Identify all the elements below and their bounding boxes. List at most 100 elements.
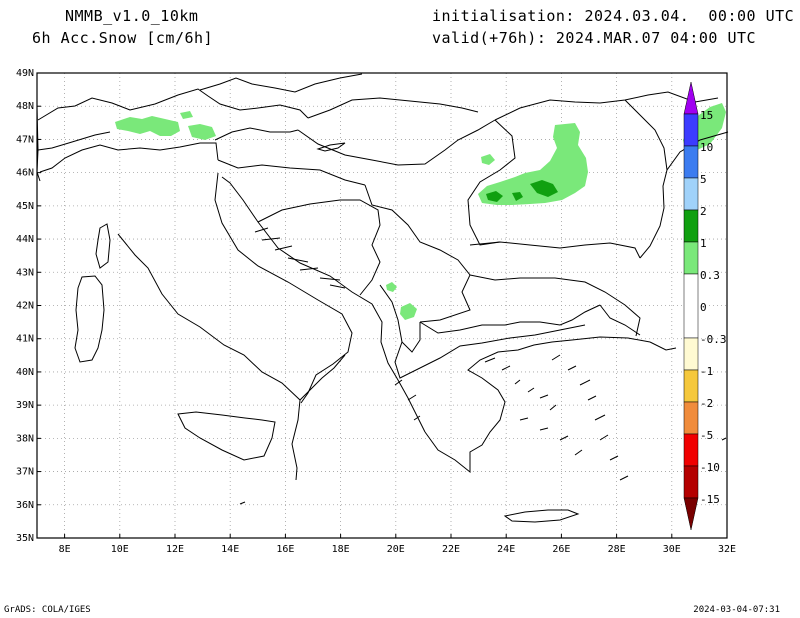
colorbar-label: 10	[700, 141, 713, 154]
latitude-tick-label: 38N	[16, 433, 34, 444]
border-croatia	[217, 159, 366, 186]
border-alps	[39, 142, 219, 173]
latitude-tick-label: 39N	[16, 400, 34, 411]
latitude-tick-label: 40N	[16, 367, 34, 378]
colorbar-segment	[683, 337, 699, 371]
longitude-tick-label: 14E	[221, 544, 239, 555]
longitude-tick-label: 10E	[111, 544, 129, 555]
lake-balaton	[316, 142, 346, 152]
longitude-tick-label: 30E	[663, 544, 681, 555]
colorbar-label: -2	[700, 397, 713, 410]
coastline-adriatic-east	[221, 176, 426, 433]
latitude-tick-label: 46N	[16, 168, 34, 179]
longitude-tick-label: 28E	[608, 544, 626, 555]
islands-aegean	[484, 354, 629, 481]
longitude-tick-label: 26E	[552, 544, 570, 555]
colorbar-label: 5	[700, 173, 707, 186]
latitude-tick-label: 47N	[16, 134, 34, 145]
coastline-italy-west	[117, 233, 301, 481]
colorbar-label: 0.3	[700, 269, 720, 282]
longitude-tick-label: 32E	[718, 544, 736, 555]
border-bosnia	[257, 199, 381, 296]
islands-dalmatia	[254, 227, 346, 289]
border-romania	[467, 119, 641, 259]
border-serbia	[364, 184, 471, 323]
latitude-tick-label: 48N	[16, 101, 34, 112]
snow-core-romania-2	[486, 191, 503, 202]
border-germany	[37, 88, 309, 121]
snow-area-alps-north	[180, 111, 193, 119]
colorbar-segment	[683, 145, 699, 179]
island-sicily	[177, 411, 276, 461]
colorbar-label: -1	[700, 365, 713, 378]
border-austria-hungary	[214, 127, 299, 141]
snow-area-romania	[478, 123, 588, 205]
island-cyprus-edge	[721, 437, 727, 441]
colorbar-label: -10	[700, 461, 720, 474]
snow-area-albania	[400, 303, 417, 320]
border-ukraine	[494, 91, 719, 121]
colorbar-label: -15	[700, 493, 720, 506]
valid-time: valid(+76h): 2024.MAR.07 04:00 UTC	[432, 29, 757, 47]
field-title: 6h Acc.Snow [cm/6h]	[32, 29, 214, 47]
colorbar-label: 15	[700, 109, 713, 122]
snow-areas	[115, 103, 726, 320]
coastline-greece	[424, 336, 651, 474]
snow-area-alps-east	[188, 124, 216, 140]
latitude-tick-label: 35N	[16, 533, 34, 544]
border-slovakia	[307, 97, 479, 119]
render-timestamp: 2024-03-04-07:31	[693, 605, 780, 615]
border-macedonia	[419, 304, 601, 334]
border-moldova	[624, 99, 668, 171]
border-czech	[199, 73, 363, 93]
latitude-tick-label: 41N	[16, 334, 34, 345]
colorbar-label: 0	[700, 301, 707, 314]
longitude-tick-label: 24E	[497, 544, 515, 555]
colorbar: 15 10 5 2 1 0.3 0 -0.3 -1 -2 -5 -10 -15	[683, 81, 727, 531]
colorbar-segment	[683, 113, 699, 147]
coastline-turkey	[649, 341, 677, 351]
longitude-tick-label: 22E	[442, 544, 460, 555]
longitude-labels: 8E 10E 12E 14E 16E 18E 20E 22E 24E 26E 28E 30E 32E	[59, 534, 736, 555]
longitude-tick-label: 16E	[276, 544, 294, 555]
coastline-italy-east	[214, 172, 353, 404]
island-malta	[239, 501, 246, 505]
island-crete	[503, 509, 580, 523]
border-hungary	[297, 119, 496, 166]
colorbar-segment	[683, 401, 699, 435]
init-time: initialisation: 2024.03.04. 00:00 UTC	[432, 7, 795, 25]
snow-core-romania-3	[512, 192, 523, 201]
latitude-tick-label: 42N	[16, 301, 34, 312]
colorbar-tip-top	[683, 81, 699, 115]
colorbar-segment	[683, 433, 699, 467]
colorbar-label: -0.3	[700, 333, 727, 346]
colorbar-segment	[683, 369, 699, 403]
border-greece-north	[394, 324, 586, 379]
border-albania	[379, 284, 421, 353]
longitude-tick-label: 12E	[166, 544, 184, 555]
island-sardinia	[74, 275, 105, 363]
longitude-tick-label: 18E	[332, 544, 350, 555]
latitude-tick-label: 49N	[16, 68, 34, 79]
software-credit: GrADS: COLA/IGES	[4, 605, 91, 615]
colorbar-segment	[683, 465, 699, 499]
colorbar-label: 1	[700, 237, 707, 250]
model-title: NMMB_v1.0_10km	[65, 7, 199, 25]
colorbar-label: -5	[700, 429, 713, 442]
colorbar-segment	[683, 209, 699, 243]
longitude-tick-label: 20E	[387, 544, 405, 555]
latitude-labels: 49N 48N 47N 46N 45N 44N 43N 42N 41N 40N 39N 38N 37N 3…	[16, 68, 41, 544]
island-corsica	[95, 223, 111, 269]
colorbar-segment	[683, 177, 699, 211]
border-bulgaria	[469, 241, 641, 337]
latitude-tick-label: 45N	[16, 201, 34, 212]
border-switzerland	[37, 131, 111, 151]
grid-lines	[37, 73, 727, 538]
longitude-tick-label: 8E	[59, 544, 71, 555]
snow-area-montenegro	[386, 282, 397, 292]
latitude-tick-label: 44N	[16, 234, 34, 245]
latitude-tick-label: 43N	[16, 267, 34, 278]
colorbar-label: 2	[700, 205, 707, 218]
coastline-italy-heel	[299, 354, 346, 401]
colorbar-segment	[683, 273, 699, 339]
